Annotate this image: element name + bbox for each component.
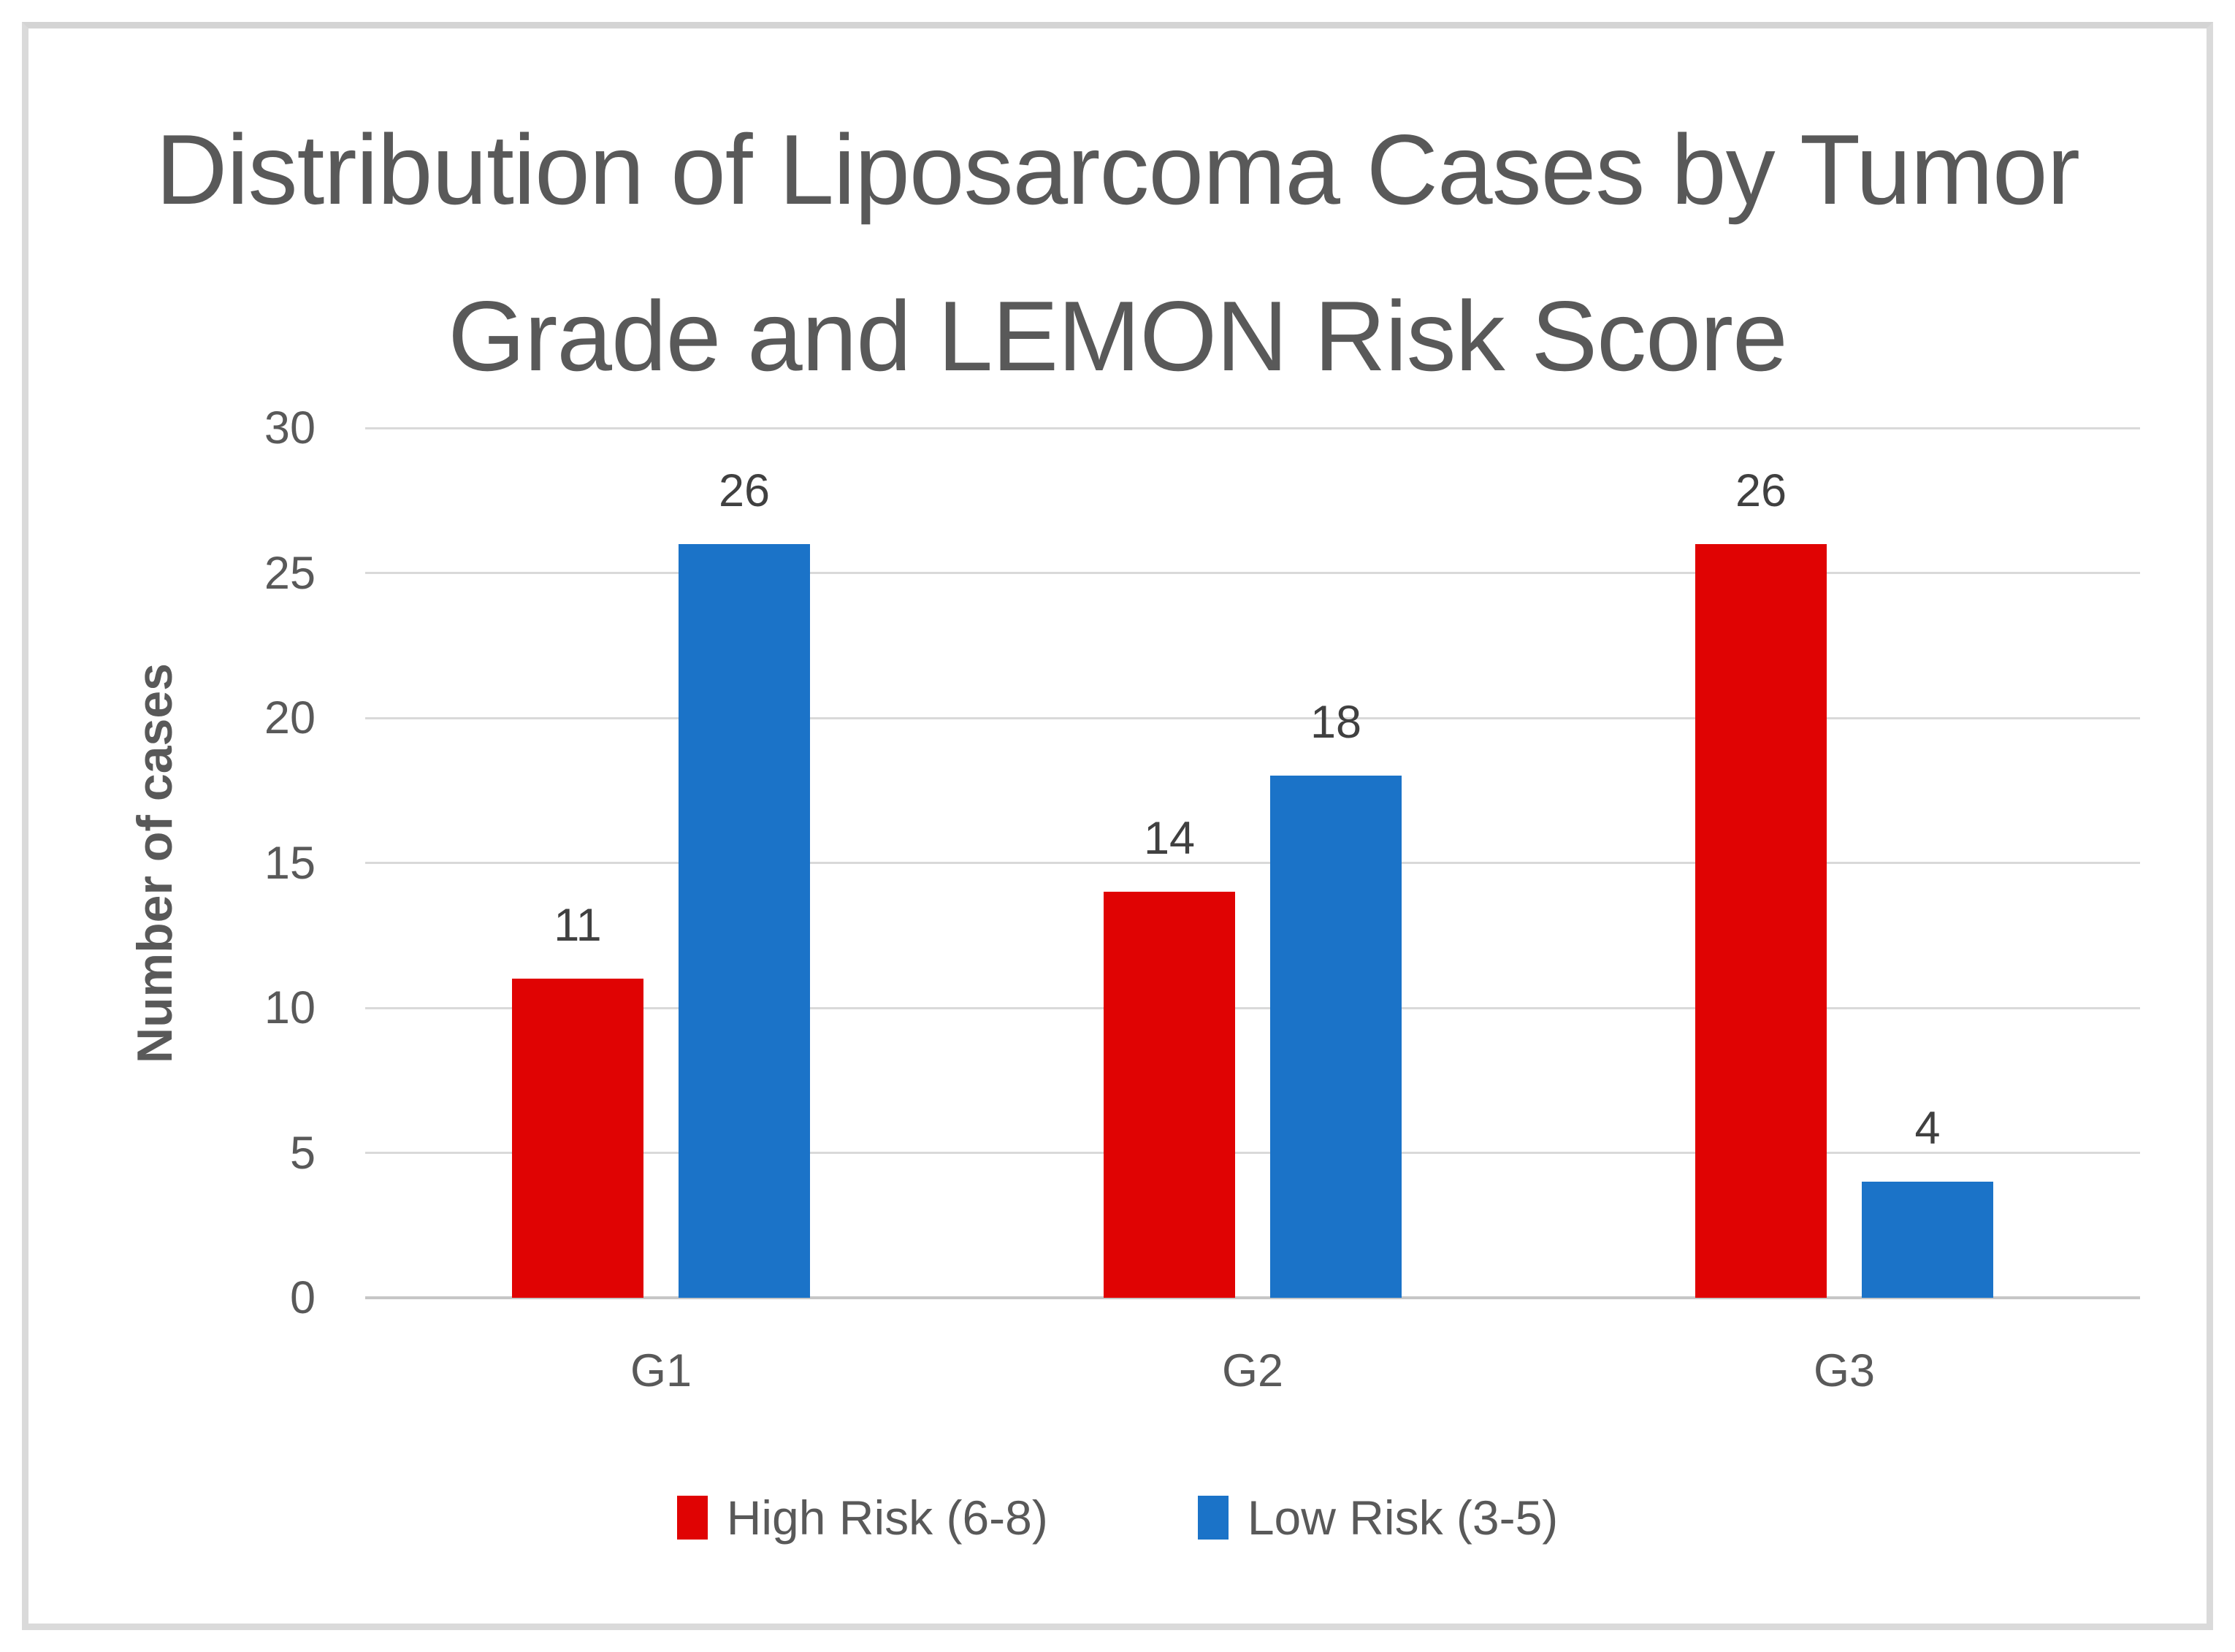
legend-swatch-high-risk	[676, 1496, 708, 1540]
bar-low-risk-g3	[1862, 1182, 1993, 1298]
bar-high-risk-g3	[1695, 543, 1827, 1298]
x-tick-g3: G3	[1813, 1345, 1876, 1396]
legend-item-low-risk: Low Risk (3-5)	[1197, 1491, 1559, 1545]
chart-title-line-2: Grade and LEMON Risk Score	[448, 280, 1787, 391]
y-tick-15: 15	[264, 837, 316, 889]
y-tick-5: 5	[289, 1127, 316, 1179]
bar-high-risk-g2	[1104, 892, 1235, 1298]
bar-low-risk-g1	[679, 543, 810, 1298]
x-tick-g2: G2	[1221, 1345, 1284, 1396]
legend: High Risk (6-8) Low Risk (3-5)	[0, 1491, 2235, 1544]
gridline-20	[365, 716, 2140, 719]
data-label-high-risk-g2: 14	[1143, 813, 1196, 865]
data-label-low-risk-g1: 26	[718, 464, 771, 516]
x-tick-g1: G1	[630, 1345, 692, 1396]
chart-title: Distribution of Liposarcoma Cases by Tum…	[0, 86, 2235, 419]
legend-swatch-low-risk	[1197, 1496, 1229, 1540]
data-label-high-risk-g1: 11	[554, 900, 602, 952]
data-label-low-risk-g2: 18	[1310, 697, 1362, 749]
y-tick-20: 20	[264, 692, 316, 743]
bar-low-risk-g2	[1270, 776, 1402, 1298]
y-tick-0: 0	[289, 1272, 316, 1323]
legend-label-high-risk: High Risk (6-8)	[726, 1491, 1048, 1545]
gridline-25	[365, 572, 2140, 574]
legend-item-high-risk: High Risk (6-8)	[676, 1491, 1048, 1545]
gridline-5	[365, 1152, 2140, 1154]
data-label-high-risk-g3: 26	[1735, 464, 1787, 516]
gridline-0	[365, 1296, 2140, 1299]
y-tick-30: 30	[264, 402, 316, 454]
data-label-low-risk-g3: 4	[1914, 1103, 1941, 1155]
legend-label-low-risk: Low Risk (3-5)	[1247, 1491, 1559, 1545]
gridline-30	[365, 427, 2140, 429]
y-tick-10: 10	[264, 982, 316, 1033]
chart-title-line-1: Distribution of Liposarcoma Cases by Tum…	[156, 114, 2080, 225]
bar-high-risk-g1	[512, 979, 643, 1298]
y-tick-25: 25	[264, 547, 316, 599]
gridline-15	[365, 862, 2140, 864]
gridline-10	[365, 1006, 2140, 1009]
